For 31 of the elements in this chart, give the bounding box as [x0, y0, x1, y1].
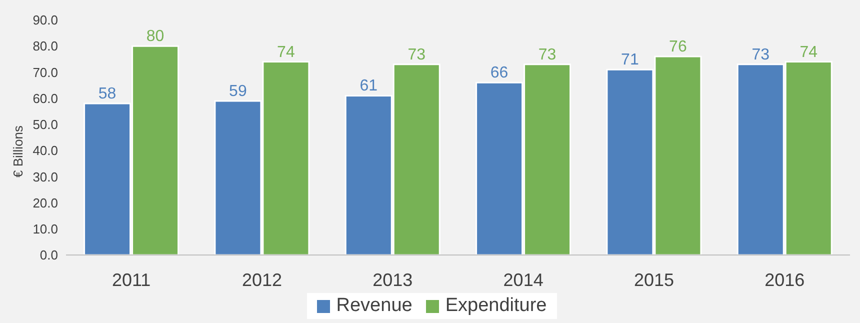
y-tick-label: 50.0 [32, 117, 58, 132]
y-tick-label: 30.0 [32, 169, 58, 184]
x-tick-label: 2014 [503, 270, 544, 290]
y-tick-label: 10.0 [32, 222, 58, 237]
y-tick-label: 40.0 [32, 143, 58, 158]
data-label: 59 [229, 82, 247, 100]
y-tick-label: 0.0 [40, 248, 58, 263]
data-label: 73 [752, 46, 770, 64]
data-label: 71 [621, 52, 639, 69]
y-tick-label: 60.0 [32, 90, 58, 106]
y-tick-label: 20.0 [32, 195, 58, 210]
y-tick-label: 80.0 [32, 38, 58, 54]
x-tick-label: 2015 [634, 270, 674, 290]
data-label: 58 [98, 86, 116, 103]
x-tick-label: 2012 [242, 270, 282, 290]
x-tick-label: 2013 [372, 270, 413, 290]
data-label: 66 [490, 64, 508, 82]
data-label: 74 [800, 44, 818, 61]
x-tick-label: 2011 [112, 270, 151, 290]
data-label: 80 [146, 28, 164, 46]
data-label: 73 [408, 46, 426, 64]
data-label: 74 [277, 44, 295, 61]
y-tick-label: 90.0 [32, 12, 58, 28]
y-tick-label: 70.0 [32, 64, 58, 80]
x-tick-label: 2016 [764, 270, 805, 290]
legend-label: Expenditure [444, 295, 547, 317]
y-axis-title: € Billions [10, 124, 26, 178]
data-label: 61 [360, 78, 378, 95]
data-label: 73 [538, 46, 556, 64]
data-label: 76 [669, 38, 687, 56]
legend-label: Revenue [335, 295, 412, 317]
